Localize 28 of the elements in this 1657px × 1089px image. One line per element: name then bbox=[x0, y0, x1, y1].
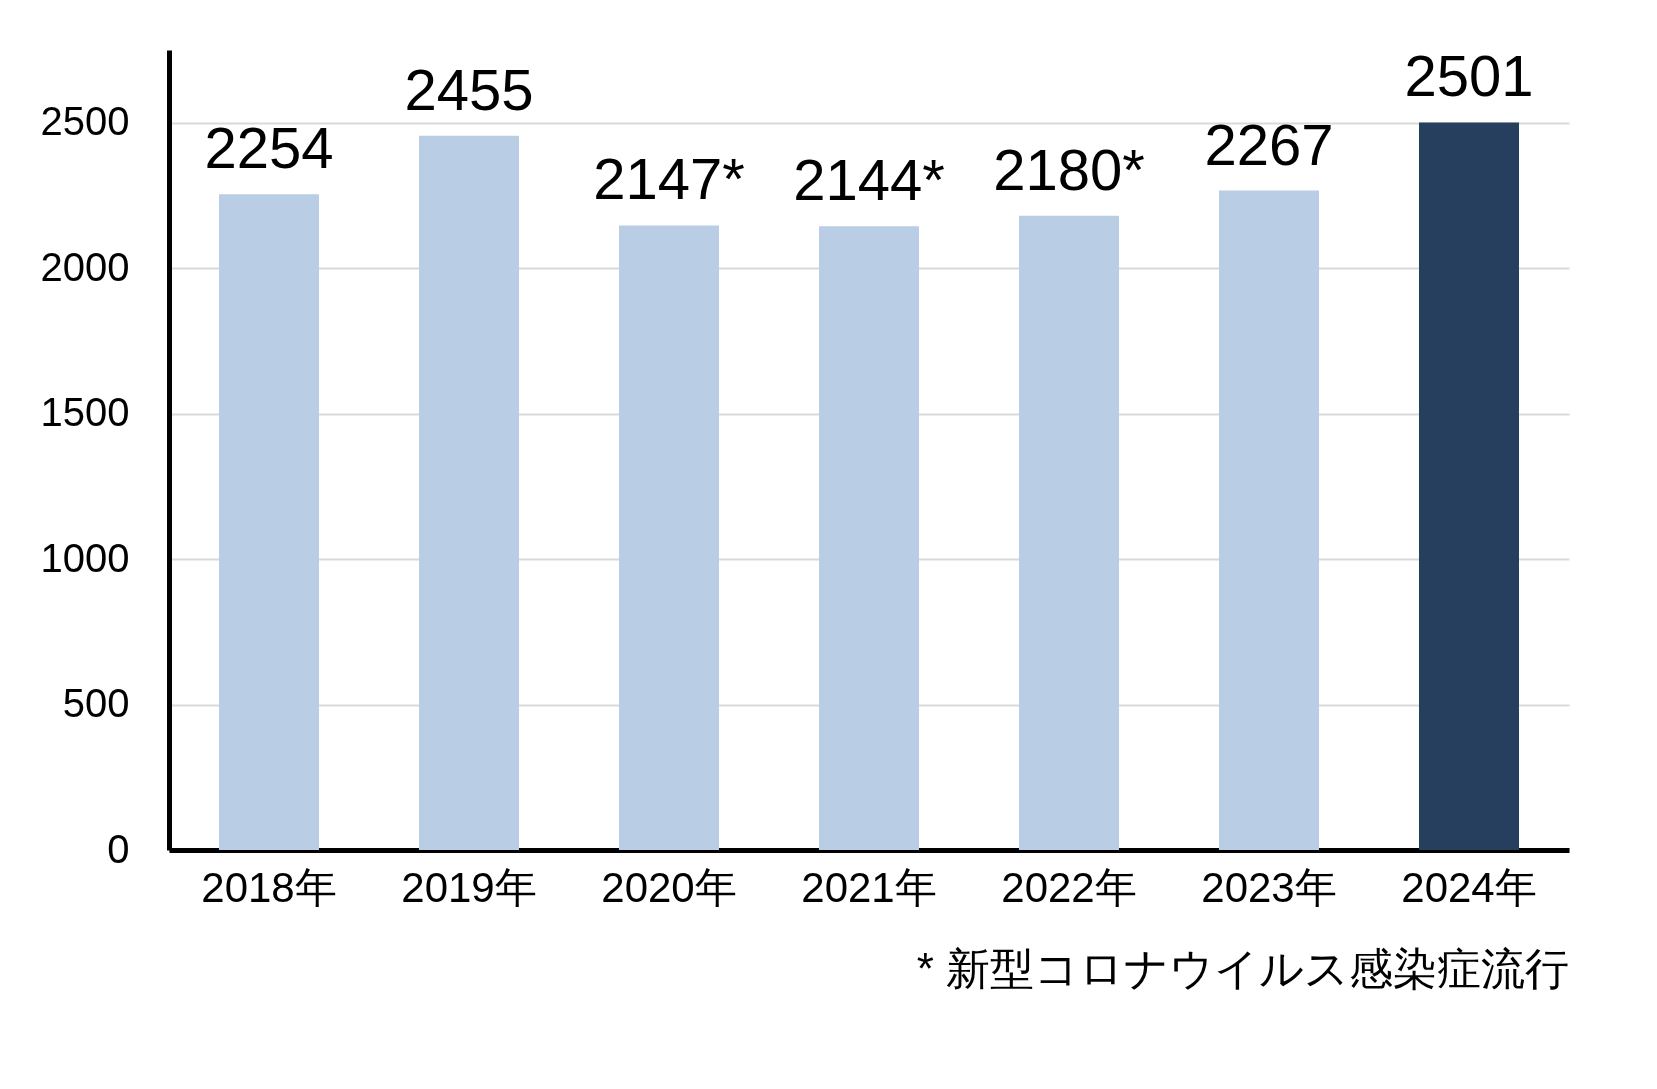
x-tick-label: 2024年 bbox=[1401, 863, 1537, 911]
x-tick-label: 2021年 bbox=[801, 863, 937, 911]
bar bbox=[1419, 122, 1519, 850]
y-tick-label: 1000 bbox=[40, 535, 130, 580]
data-label: 2267 bbox=[1204, 111, 1334, 177]
x-tick-label: 2023年 bbox=[1201, 863, 1337, 911]
x-tick-label: 2018年 bbox=[201, 863, 337, 911]
y-tick-label: 2000 bbox=[40, 244, 130, 289]
x-tick-label: 2022年 bbox=[1001, 863, 1137, 911]
x-tick-label: 2019年 bbox=[401, 863, 537, 911]
data-label: 2501 bbox=[1404, 43, 1534, 109]
bar bbox=[1219, 190, 1319, 850]
bar bbox=[819, 226, 919, 850]
data-label: 2144* bbox=[793, 147, 945, 213]
y-tick-label: 0 bbox=[107, 826, 130, 871]
x-tick-label: 2020年 bbox=[601, 863, 737, 911]
y-tick-label: 500 bbox=[62, 681, 130, 726]
y-tick-label: 1500 bbox=[40, 390, 130, 435]
y-tick-label: 2500 bbox=[40, 99, 130, 144]
bar bbox=[619, 225, 719, 850]
text: * 新型コロナウイルス感染症流行 bbox=[916, 944, 1569, 993]
data-label: 2254 bbox=[204, 115, 334, 181]
data-label: 2180* bbox=[993, 136, 1145, 202]
data-label: 2147* bbox=[593, 146, 745, 212]
data-label: 2455 bbox=[404, 56, 534, 122]
bar bbox=[419, 135, 519, 850]
bar bbox=[219, 194, 319, 850]
bar bbox=[1019, 215, 1119, 850]
